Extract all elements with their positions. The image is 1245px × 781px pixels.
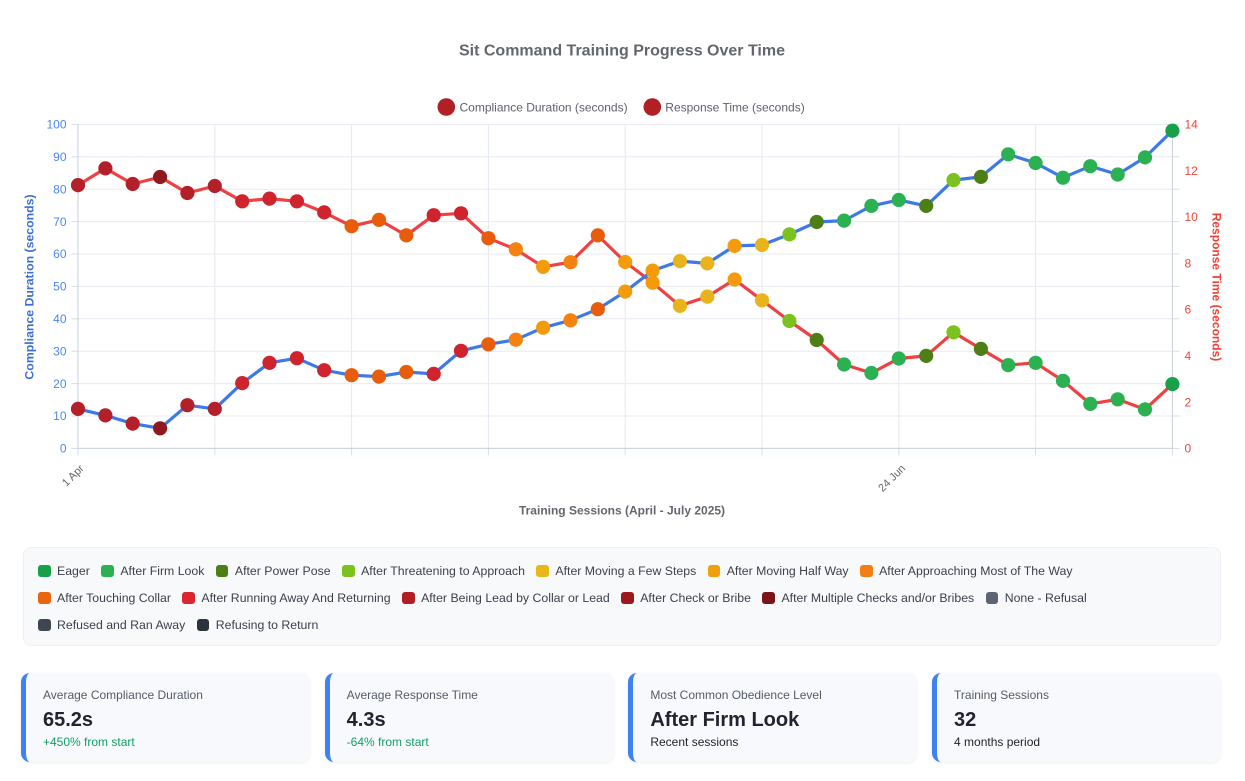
svg-text:12: 12 [1185,164,1199,178]
svg-text:10: 10 [1185,210,1199,224]
svg-text:100: 100 [46,118,66,132]
svg-text:50: 50 [53,280,67,294]
svg-text:80: 80 [53,182,67,196]
svg-text:0: 0 [1185,442,1192,456]
svg-text:Response Time (seconds): Response Time (seconds) [1210,213,1224,362]
svg-text:10: 10 [53,409,67,423]
svg-text:2: 2 [1185,395,1192,409]
svg-text:Sit Command Training Progress: Sit Command Training Progress Over Time [459,43,785,60]
svg-text:24 Jun: 24 Jun [876,463,908,495]
svg-text:70: 70 [53,215,67,229]
svg-text:20: 20 [53,377,67,391]
svg-text:30: 30 [53,344,67,358]
svg-text:Response Time (seconds): Response Time (seconds) [665,100,804,114]
svg-text:1 Apr: 1 Apr [60,462,87,489]
svg-text:0: 0 [60,442,67,456]
svg-text:Compliance Duration (seconds): Compliance Duration (seconds) [22,194,36,379]
svg-text:6: 6 [1185,303,1192,317]
svg-text:Training Sessions (April - Jul: Training Sessions (April - July 2025) [519,504,725,518]
svg-text:4: 4 [1185,349,1192,363]
svg-text:8: 8 [1185,257,1192,271]
svg-text:60: 60 [53,247,67,261]
svg-text:Compliance Duration (seconds): Compliance Duration (seconds) [460,100,628,114]
svg-text:40: 40 [53,312,67,326]
svg-text:14: 14 [1185,118,1199,132]
svg-text:90: 90 [53,150,67,164]
